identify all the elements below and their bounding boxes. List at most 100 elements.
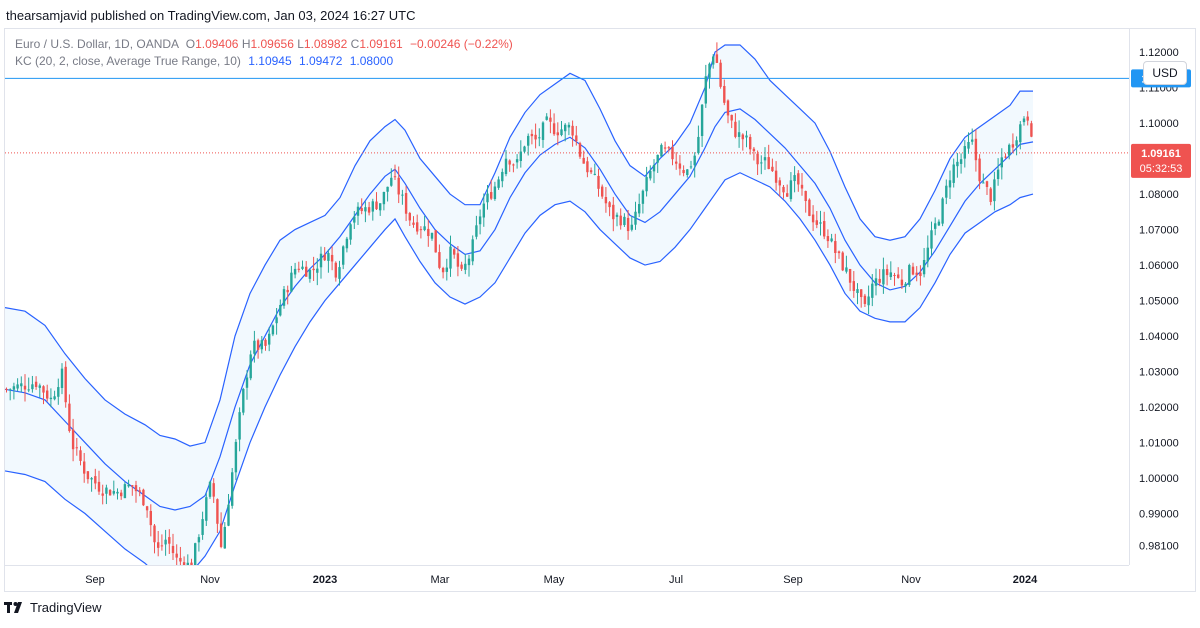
- candle-body: [530, 133, 534, 137]
- candle-body: [68, 403, 71, 431]
- legend-ohlc[interactable]: Euro / U.S. Dollar, 1D, OANDA O1.09406 H…: [15, 37, 513, 51]
- candle-body: [900, 279, 904, 286]
- candle-body: [367, 207, 371, 213]
- candle-body: [83, 461, 86, 474]
- candle-body: [745, 135, 748, 138]
- candle-body: [867, 296, 870, 306]
- candle-body: [342, 246, 345, 265]
- currency-button[interactable]: USD: [1143, 61, 1187, 85]
- candle-body: [149, 510, 152, 526]
- candle-body: [1030, 123, 1033, 137]
- candle-body: [242, 388, 245, 413]
- legend-kc-upper: 1.10945: [248, 54, 292, 68]
- candle-body: [197, 537, 201, 543]
- candle-body: [597, 175, 600, 189]
- legend-low: 1.08982: [303, 37, 348, 51]
- candle-body: [700, 104, 704, 137]
- candle-body: [552, 123, 556, 135]
- candle-body: [515, 159, 519, 163]
- candle-body: [460, 264, 463, 269]
- candle-body: [908, 265, 911, 285]
- candle-body: [416, 222, 419, 232]
- candle-body: [689, 166, 693, 168]
- candle-body: [27, 389, 30, 391]
- candle-body: [830, 238, 833, 242]
- candle-body: [615, 214, 619, 217]
- price-axis-tick-label: 1.04000: [1139, 331, 1179, 343]
- time-axis-tick-label: Sep: [783, 574, 803, 586]
- candle-body: [12, 386, 16, 390]
- candle-body: [508, 160, 511, 165]
- candle-body: [64, 366, 67, 403]
- candle-body: [38, 385, 41, 388]
- candle-body: [778, 180, 781, 186]
- candle-body: [789, 180, 793, 200]
- candle-body: [734, 121, 737, 137]
- price-chart[interactable]: 1.120001.110001.100001.090001.080001.070…: [5, 29, 1195, 591]
- footer-brand[interactable]: TradingView: [4, 600, 102, 615]
- candle-body: [216, 499, 219, 524]
- candle-body: [205, 497, 208, 521]
- candle-body: [715, 54, 719, 63]
- candle-body: [175, 553, 178, 558]
- legend-change: −0.00246 (−0.22%): [410, 37, 513, 51]
- candle-body: [534, 134, 537, 140]
- candle-body: [815, 220, 818, 225]
- last-price-tag-label: 1.09161: [1141, 148, 1181, 160]
- candle-body: [282, 289, 286, 306]
- candle-body: [945, 185, 948, 198]
- candle-body: [482, 203, 485, 218]
- candle-body: [948, 180, 952, 188]
- candle-body: [138, 490, 141, 492]
- candle-body: [171, 545, 175, 554]
- candle-body: [549, 117, 552, 122]
- plot-area: [5, 42, 1129, 565]
- candle-body: [449, 246, 452, 269]
- time-axis-tick-label: Nov: [901, 574, 921, 586]
- candle-body: [179, 557, 182, 562]
- candle-body: [641, 190, 645, 204]
- candle-body: [153, 525, 156, 543]
- legend-close-label: C: [350, 37, 360, 51]
- chart-panel[interactable]: 1.120001.110001.100001.090001.080001.070…: [4, 28, 1196, 592]
- candle-body: [937, 221, 941, 226]
- price-axis-tick-label: 1.12000: [1139, 47, 1179, 59]
- price-axis-tick-label: 1.07000: [1139, 225, 1179, 237]
- candle-body: [978, 158, 981, 182]
- candle-body: [930, 230, 933, 249]
- candle-body: [353, 216, 356, 223]
- candle-body: [164, 539, 167, 545]
- candle-body: [804, 190, 807, 202]
- candle-body: [190, 562, 193, 565]
- candle-body: [808, 199, 811, 216]
- candle-body: [541, 122, 545, 140]
- candle-body: [967, 141, 970, 149]
- candle-body: [486, 193, 489, 203]
- candle-body: [834, 241, 837, 254]
- candle-body: [649, 170, 652, 179]
- candle-body: [212, 483, 215, 497]
- candle-body: [75, 447, 78, 449]
- candle-body: [626, 217, 630, 232]
- candle-body: [593, 173, 596, 175]
- candle-body: [848, 268, 852, 283]
- candle-body: [860, 289, 863, 298]
- candle-body: [260, 340, 263, 350]
- legend-kc[interactable]: KC (20, 2, close, Average True Range, 10…: [15, 54, 393, 68]
- candle-body: [841, 252, 844, 271]
- candle-body: [971, 139, 974, 142]
- candle-body: [319, 253, 323, 268]
- candle-body: [375, 201, 378, 210]
- price-axis-tick-label: 1.03000: [1139, 367, 1179, 379]
- candle-body: [678, 163, 682, 169]
- candle-body: [1008, 144, 1011, 156]
- price-axis-tick-label: 1.10000: [1139, 118, 1179, 130]
- candle-body: [915, 272, 918, 275]
- candle-body: [763, 157, 767, 161]
- legend-open: 1.09406: [195, 37, 239, 51]
- time-axis-tick-label: Mar: [431, 574, 450, 586]
- candle-body: [338, 267, 341, 279]
- candle-body: [412, 222, 415, 225]
- candle-body: [575, 135, 578, 142]
- candle-body: [719, 62, 722, 87]
